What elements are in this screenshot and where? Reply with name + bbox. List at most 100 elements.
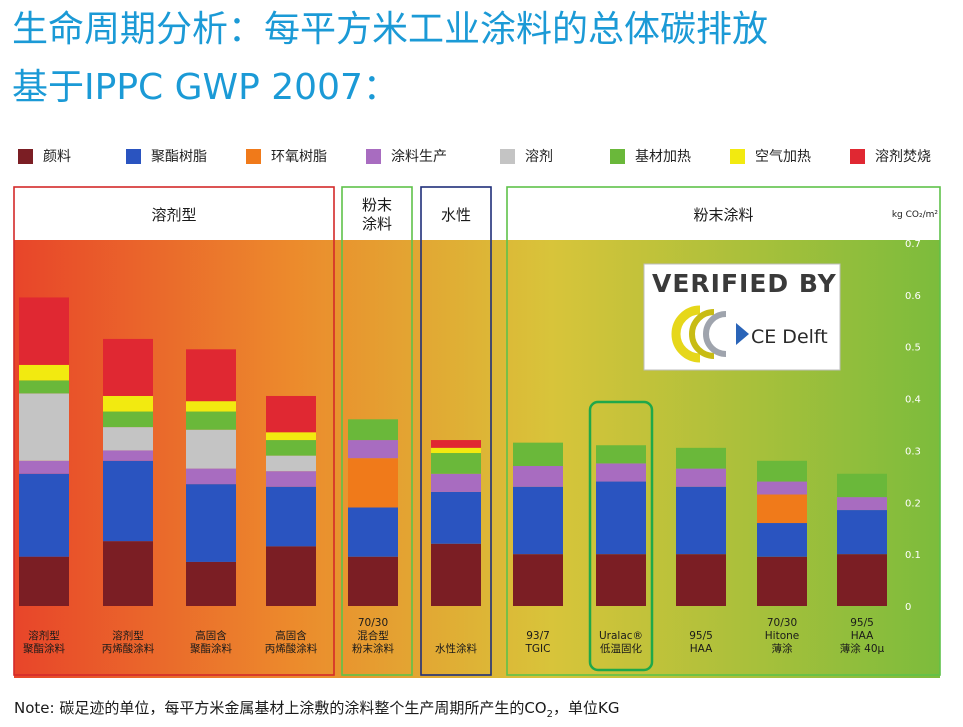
bar-segment xyxy=(676,447,726,469)
bar-segment xyxy=(186,349,236,402)
bar-segment xyxy=(676,468,726,487)
legend-swatch xyxy=(18,148,33,164)
bar-segment xyxy=(596,481,646,555)
badge-line2: CE Delft xyxy=(751,326,828,348)
bar-segment xyxy=(186,401,236,412)
footnote-subscript: 2 xyxy=(546,709,553,720)
footnote: Note: 碳足迹的单位，每平方米金属基材上涂敷的涂料整个生产周期所产生的CO2… xyxy=(14,697,619,720)
bar-segment xyxy=(103,427,153,451)
legend-swatch xyxy=(246,148,261,164)
bar-segment xyxy=(266,395,316,433)
bar-segment xyxy=(757,494,807,524)
legend-label: 溶剂焚烧 xyxy=(875,149,931,165)
ce-delft-logo-icon xyxy=(671,305,749,363)
bar-segment xyxy=(19,556,69,606)
bar-segment xyxy=(186,429,236,469)
legend-swatch xyxy=(610,148,625,164)
footnote-text: Note: 碳足迹的单位，每平方米金属基材上涂敷的涂料整个生产周期所产生的CO xyxy=(14,699,547,717)
bar-segment xyxy=(266,471,316,487)
y-tick-label: 0.5 xyxy=(905,343,921,354)
bar-segment xyxy=(757,556,807,606)
legend-swatch xyxy=(126,148,141,164)
legend-item: 环氧树脂 xyxy=(246,146,327,166)
legend-swatch xyxy=(500,148,515,164)
page-title: 生命周期分析：每平方米工业涂料的总体碳排放 xyxy=(12,9,769,50)
legend-label: 环氧树脂 xyxy=(271,149,327,165)
bar-segment xyxy=(757,460,807,482)
group-label: 溶剂型 xyxy=(151,206,196,224)
bar-segment xyxy=(757,481,807,495)
category-label: 溶剂型丙烯酸涂料 xyxy=(102,629,155,655)
group-header xyxy=(343,188,411,240)
bar-segment xyxy=(103,460,153,542)
legend-item: 溶剂 xyxy=(500,146,553,166)
highlight-box xyxy=(588,400,654,672)
bar-segment xyxy=(186,561,236,606)
bar-segment xyxy=(348,556,398,606)
legend-item: 基材加热 xyxy=(610,146,691,166)
category-label: 70/30 Hitone 薄涂 xyxy=(765,617,799,655)
group-label: 水性 xyxy=(441,206,471,224)
legend-label: 颜料 xyxy=(43,149,71,165)
bar-segment xyxy=(186,484,236,562)
bar-segment xyxy=(431,491,481,544)
bar-segment xyxy=(103,395,153,412)
footnote-unit: ，单位KG xyxy=(553,699,620,717)
group-frame xyxy=(341,186,413,676)
stacked-bar-chart: 溶剂型聚酯涂料 溶剂型丙烯酸涂料 高固含聚酯涂料 高固含丙烯酸涂料 70/30 混合型粉末… xyxy=(13,186,941,678)
bar-segment xyxy=(348,507,398,557)
category-label: 95/5 HAA 薄涂 40μ xyxy=(840,617,885,655)
bar-segment xyxy=(837,497,887,511)
bar-segment xyxy=(513,486,563,555)
bar-segment xyxy=(431,543,481,606)
bar-segment xyxy=(103,411,153,428)
badge-line1: VERIFIED BY xyxy=(652,269,837,298)
bar-segment xyxy=(431,473,481,492)
legend-swatch xyxy=(730,148,745,164)
legend-label: 空气加热 xyxy=(755,149,811,165)
legend-item: 涂料生产 xyxy=(366,146,447,166)
bar-segment xyxy=(19,297,69,365)
bar-segment xyxy=(676,554,726,606)
bar-segment xyxy=(596,463,646,482)
verified-badge: VERIFIED BY CE Delft xyxy=(643,263,841,371)
legend-item: 溶剂焚烧 xyxy=(850,146,931,166)
group-label: 粉末涂料 xyxy=(362,196,392,233)
bar-segment xyxy=(513,465,563,487)
bar-segment xyxy=(348,458,398,508)
bar-segment xyxy=(266,486,316,547)
bar-segment xyxy=(431,447,481,454)
bar-segment xyxy=(103,450,153,461)
bar-segment xyxy=(266,440,316,456)
bar-segment xyxy=(348,419,398,441)
category-label: 70/30 混合型粉末涂料 xyxy=(352,617,394,655)
group-frame xyxy=(506,186,941,676)
bar-segment xyxy=(757,523,807,557)
category-label: Uralac®低温固化 xyxy=(599,630,643,655)
bar-segment xyxy=(431,440,481,448)
legend-label: 溶剂 xyxy=(525,149,553,165)
legend-label: 基材加热 xyxy=(635,149,691,165)
group-header xyxy=(422,188,490,240)
bar-segment xyxy=(266,546,316,606)
bar-segment xyxy=(837,473,887,498)
legend-item: 聚酯树脂 xyxy=(126,146,207,166)
y-tick-label: 0.1 xyxy=(905,550,921,561)
category-label: 溶剂型聚酯涂料 xyxy=(23,629,65,655)
bar-segment xyxy=(186,411,236,430)
legend-swatch xyxy=(850,148,865,164)
bar-segment xyxy=(103,541,153,606)
bar-segment xyxy=(266,455,316,472)
bar-segment xyxy=(19,473,69,557)
group-frame xyxy=(420,186,492,676)
bar-segment xyxy=(596,445,646,464)
bar-segment xyxy=(266,432,316,441)
bar-segment xyxy=(103,338,153,396)
bar-segment xyxy=(19,393,69,461)
bar-segment xyxy=(19,380,69,394)
y-tick-label: 0.2 xyxy=(905,498,921,509)
legend-label: 聚酯树脂 xyxy=(151,149,207,165)
bar-segment xyxy=(19,364,69,381)
y-tick-label: 0.7 xyxy=(905,239,921,250)
bar-segment xyxy=(837,510,887,555)
